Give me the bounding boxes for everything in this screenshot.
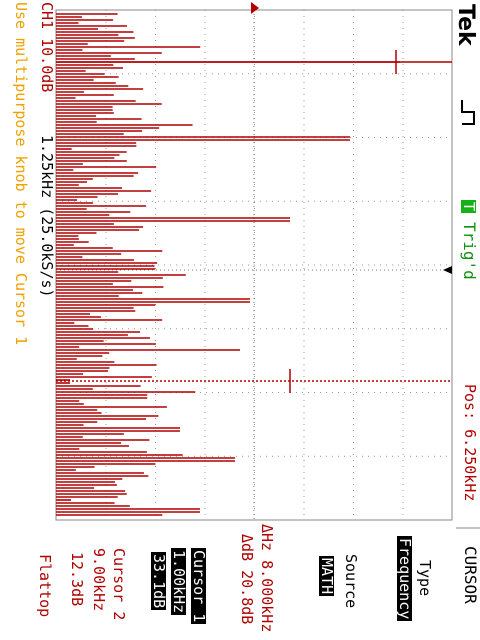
type-label: Type — [416, 560, 434, 597]
source-label: Source — [342, 554, 360, 609]
trigger-status: Trig'd — [460, 222, 479, 280]
delta-hz-readout: ΔHz 8.000kHz — [258, 524, 276, 633]
hint-message: Use multipurpose knob to move Cursor 1 — [12, 2, 30, 346]
cursor1-level[interactable]: 33.1dB — [150, 552, 168, 611]
horizontal-position: Pos: 6.250kHz — [461, 384, 479, 502]
cursor2-label[interactable]: Cursor 2 — [110, 548, 128, 621]
brand-logo: Tek — [453, 4, 478, 46]
channel-scale: CH1 10.0dB — [38, 2, 56, 93]
cursor1-label[interactable]: Cursor 1 — [190, 548, 208, 625]
window-type: Flattop — [36, 554, 54, 618]
source-button[interactable]: MATH — [318, 556, 336, 597]
type-button[interactable]: Frequency — [396, 536, 414, 622]
trig-indicator-icon: T — [460, 200, 478, 214]
cursor2-frequency[interactable]: 9.00kHz — [90, 548, 108, 612]
fft-spectrum — [56, 13, 400, 516]
cursor1-frequency[interactable]: 1.00kHz — [170, 548, 188, 616]
span-readout: 1.25kHz (25.0kS/s) — [38, 135, 56, 298]
delta-db-readout: ΔdB 20.8dB — [238, 534, 256, 625]
trigger-level-arrow-icon — [443, 266, 452, 274]
trigger-position-icon — [251, 2, 259, 14]
rising-edge-icon — [461, 100, 475, 125]
menu-title: CURSOR — [461, 546, 480, 604]
cursor2-level[interactable]: 12.3dB — [68, 552, 86, 607]
